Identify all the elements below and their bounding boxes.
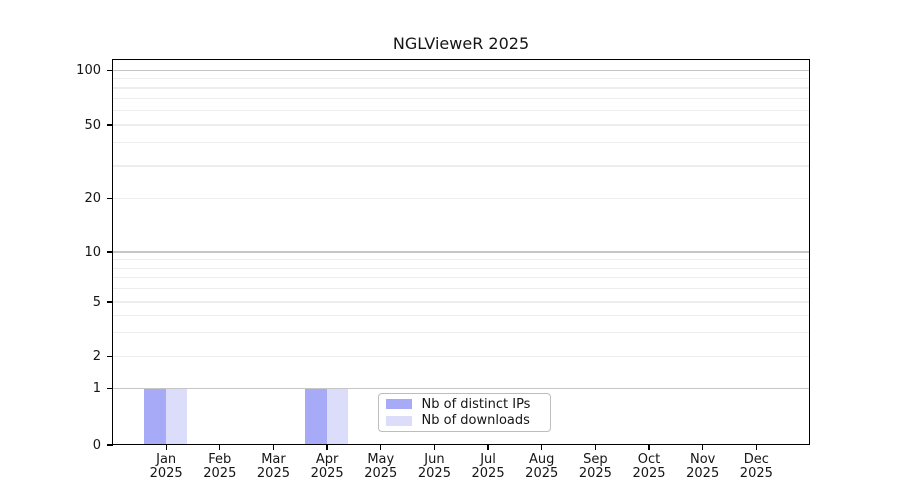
legend-label-downloads: Nb of downloads (421, 413, 530, 429)
x-axis-tick-label-line: Nov (690, 452, 716, 467)
y-axis-tick (107, 387, 113, 390)
x-axis-tick-label-line: 2025 (256, 465, 290, 481)
bar-distinct-ips (305, 388, 328, 445)
x-axis-tick-label-line: May (367, 452, 395, 467)
y-axis-tick-label: 50 (84, 117, 101, 133)
y-axis-tick-label: 0 (92, 437, 101, 453)
gridline-mid (113, 124, 809, 126)
x-axis-tick-label-line: 2025 (578, 465, 612, 481)
x-axis-tick (541, 445, 543, 450)
bar-downloads (327, 388, 349, 445)
x-axis-tick-label-line: 2025 (149, 465, 183, 481)
gridline-minor (113, 331, 809, 333)
gridline-mid (113, 301, 809, 303)
gridline-minor (113, 97, 809, 100)
legend-item-downloads: Nb of downloads (379, 413, 550, 430)
x-axis-tick (380, 445, 382, 450)
legend: Nb of distinct IPs Nb of downloads (377, 392, 551, 433)
x-axis-tick-label: Jan 2025 (134, 453, 198, 480)
y-axis-tick (107, 444, 113, 446)
y-axis-tick-label: 100 (76, 63, 101, 78)
legend-item-distinct-ips: Nb of distinct IPs (379, 396, 550, 413)
y-axis-tick (107, 355, 113, 358)
x-axis-tick-label: Jul 2025 (456, 453, 520, 480)
x-axis-tick-label: Dec 2025 (724, 453, 788, 480)
y-axis-tick (107, 124, 113, 126)
x-axis-tick (433, 445, 436, 450)
x-axis-tick-label: Sep 2025 (563, 453, 627, 480)
gridline-minor (113, 259, 809, 261)
x-axis-tick (755, 445, 757, 450)
gridline-minor (113, 87, 809, 89)
x-axis-tick-label: Apr 2025 (295, 453, 359, 480)
gridline-minor (113, 267, 809, 269)
gridline-minor (113, 110, 809, 112)
bar-distinct-ips (144, 388, 167, 445)
gridline-mid (113, 197, 809, 200)
gridline-minor (113, 314, 809, 316)
x-axis-tick-label: Nov 2025 (671, 453, 735, 480)
x-axis-tick-label-line: 2025 (310, 465, 344, 481)
legend-swatch-distinct-ips (385, 399, 412, 410)
gridline-minor (113, 277, 809, 279)
x-axis-tick-label-line: Jan (156, 452, 177, 467)
bar-downloads (166, 388, 188, 445)
x-axis-tick-label-line: Oct (637, 452, 661, 467)
y-axis-tick (107, 197, 113, 200)
x-axis-tick-label-line: Sep (583, 452, 608, 467)
x-axis-tick-label-line: Feb (208, 452, 232, 467)
x-axis-tick (219, 445, 221, 450)
x-axis-tick-label: May 2025 (349, 453, 413, 480)
x-axis-tick-label: Feb 2025 (188, 453, 252, 480)
x-axis-tick-label: Jun 2025 (402, 453, 466, 480)
x-axis-tick-label-line: Aug (529, 452, 555, 467)
x-axis-tick (648, 445, 650, 450)
gridline-mid (113, 355, 809, 358)
gridline-major (113, 387, 809, 390)
x-axis-tick-label-line: 2025 (417, 465, 451, 481)
x-axis-tick-label-line: Apr (315, 452, 339, 467)
x-axis-tick (487, 445, 489, 450)
y-axis-tick (107, 69, 113, 72)
y-axis-tick-label: 20 (84, 191, 101, 206)
x-axis-tick (165, 445, 167, 450)
x-axis-tick (326, 445, 328, 450)
y-axis-tick-label: 10 (84, 244, 101, 260)
y-axis-tick (107, 301, 113, 303)
legend-label-distinct-ips: Nb of distinct IPs (421, 396, 531, 412)
x-axis-tick (702, 445, 704, 450)
gridline-minor (113, 288, 809, 290)
x-axis-tick-label-line: 2025 (203, 465, 237, 481)
gridline-minor (113, 165, 809, 167)
x-axis-tick-label-line: 2025 (525, 465, 559, 481)
y-axis-tick-label: 5 (92, 294, 101, 310)
gridline-major (113, 69, 809, 72)
y-axis-tick (107, 251, 113, 253)
x-axis-tick-label-line: Jun (424, 452, 445, 467)
legend-swatch-downloads (385, 415, 412, 426)
x-axis-tick-label-line: Dec (743, 452, 769, 467)
x-axis-tick-label: Aug 2025 (510, 453, 574, 480)
chart-title: NGLVieweR 2025 (392, 34, 530, 53)
gridline-minor (113, 78, 809, 80)
x-axis-tick-label-line: Jul (480, 452, 496, 467)
x-axis-tick-label: Mar 2025 (241, 453, 305, 480)
x-axis-tick (594, 445, 597, 450)
x-axis-tick-label-line: 2025 (471, 465, 505, 481)
x-axis-tick-label-line: 2025 (364, 465, 398, 481)
x-axis-tick-label: Oct 2025 (617, 453, 681, 480)
x-axis-tick-label-line: 2025 (686, 465, 720, 481)
gridline-major (113, 251, 809, 253)
gridline-minor (113, 142, 809, 144)
y-axis-tick-label: 1 (92, 381, 101, 396)
x-axis-tick-label-line: 2025 (632, 465, 666, 481)
x-axis-tick-label-line: 2025 (739, 465, 773, 481)
y-axis-tick-label: 2 (92, 349, 101, 364)
x-axis-tick-label-line: Mar (261, 452, 286, 467)
x-axis-tick (272, 445, 275, 450)
